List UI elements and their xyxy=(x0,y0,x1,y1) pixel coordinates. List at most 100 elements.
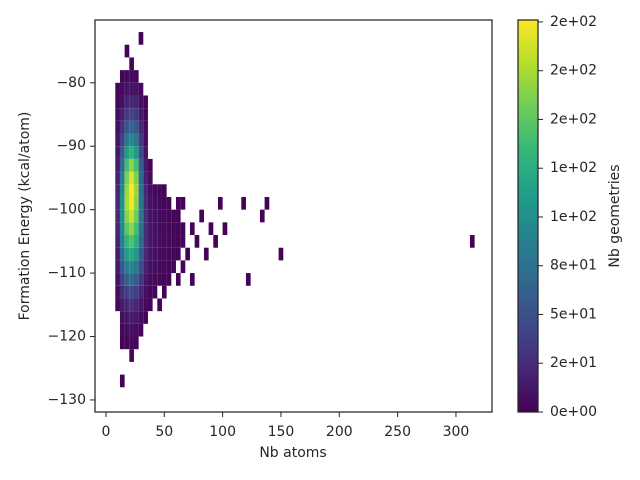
hist-cell xyxy=(138,323,144,337)
hist-cell xyxy=(166,222,172,236)
hist-cell xyxy=(124,247,130,261)
x-tick-label: 150 xyxy=(268,424,295,440)
hist-cell xyxy=(157,273,162,286)
hist-cell xyxy=(129,336,134,350)
hist-cell xyxy=(115,260,120,274)
hist-cell xyxy=(152,184,158,197)
hist-cell xyxy=(129,235,134,248)
hist-cell xyxy=(119,260,125,274)
hist-cell xyxy=(222,222,228,236)
hist-cell xyxy=(129,247,134,261)
hist-cell xyxy=(161,285,167,299)
hist-cell xyxy=(119,146,125,159)
hist-cell xyxy=(124,311,130,324)
hist-cell xyxy=(115,120,120,134)
hist-cell xyxy=(241,196,246,210)
hist-cell xyxy=(115,209,120,223)
hist-cell xyxy=(171,235,176,248)
hist-cell xyxy=(129,298,134,312)
hist-cell xyxy=(138,260,144,274)
hist-cell xyxy=(138,273,144,286)
hist-cell xyxy=(171,222,176,236)
hist-cell xyxy=(143,285,148,299)
hist-cell xyxy=(133,120,139,134)
hist-cell xyxy=(129,70,134,83)
hist-cell xyxy=(133,222,139,236)
hist-cell xyxy=(138,209,144,223)
hist-cell xyxy=(161,235,167,248)
hist-cell xyxy=(171,209,176,223)
hist-cell xyxy=(245,273,251,286)
hist-cell xyxy=(124,171,130,185)
hist-cell xyxy=(124,108,130,121)
hist-cell xyxy=(161,273,167,286)
hist-cell xyxy=(138,32,144,45)
hist-cell xyxy=(124,146,130,159)
hist-cell xyxy=(133,311,139,324)
hist-cell xyxy=(115,133,120,147)
hist-cell xyxy=(143,311,148,324)
hist-cell xyxy=(133,285,139,299)
hist-cell xyxy=(115,222,120,236)
hist-cell xyxy=(119,336,125,350)
hist-cell xyxy=(143,171,148,185)
hist-cell xyxy=(129,158,134,172)
hist-cell xyxy=(124,260,130,274)
hist-cell xyxy=(175,235,181,248)
hist-cell xyxy=(166,260,172,274)
hist-cell xyxy=(124,298,130,312)
hist-cell xyxy=(133,196,139,210)
hist-cell xyxy=(161,184,167,197)
hist-cell xyxy=(119,95,125,109)
x-tick-label: 0 xyxy=(102,424,111,440)
hist-cell xyxy=(143,133,148,147)
hist-cell xyxy=(138,311,144,324)
hist-cell xyxy=(147,209,153,223)
hist-cell xyxy=(133,323,139,337)
hist-cell xyxy=(161,222,167,236)
hist-cell xyxy=(129,108,134,121)
hist-cell xyxy=(147,260,153,274)
hist-cell xyxy=(124,95,130,109)
hist-cell xyxy=(143,235,148,248)
hist-cell xyxy=(152,196,158,210)
hist-cell xyxy=(133,82,139,96)
hist-cell xyxy=(133,336,139,350)
hist-cell xyxy=(133,298,139,312)
hist-cell xyxy=(166,235,172,248)
hist-cell xyxy=(143,196,148,210)
hist-cell xyxy=(143,247,148,261)
hist-cell xyxy=(124,336,130,350)
hist-cell xyxy=(119,209,125,223)
hist-cell xyxy=(143,260,148,274)
hist-cell xyxy=(119,222,125,236)
hist-cell xyxy=(166,209,172,223)
hist-cell xyxy=(138,95,144,109)
hist-cell xyxy=(152,247,158,261)
hist-cell xyxy=(133,209,139,223)
hist-cell xyxy=(119,273,125,286)
hist-cell xyxy=(175,209,181,223)
hist-cell xyxy=(189,273,195,286)
hist-cell xyxy=(129,285,134,299)
hist-cell xyxy=(133,184,139,197)
hist-cell xyxy=(143,158,148,172)
hist-cell xyxy=(185,247,190,261)
hist-cell xyxy=(129,171,134,185)
y-tick-label: −100 xyxy=(48,202,86,218)
hist-cell xyxy=(194,235,200,248)
hist-cell xyxy=(115,184,120,197)
hist-cell xyxy=(129,311,134,324)
hist-cell xyxy=(115,298,120,312)
hist-cell xyxy=(138,120,144,134)
hist-cell xyxy=(138,196,144,210)
hist-cell xyxy=(157,235,162,248)
hist-cell xyxy=(175,273,181,286)
hist-cell xyxy=(129,196,134,210)
hist-cell xyxy=(129,146,134,159)
hist-cell xyxy=(124,82,130,96)
colorbar-tick-label: 2e+02 xyxy=(550,63,597,79)
colorbar-label: Nb geometries xyxy=(607,164,623,267)
hist-cell xyxy=(133,158,139,172)
